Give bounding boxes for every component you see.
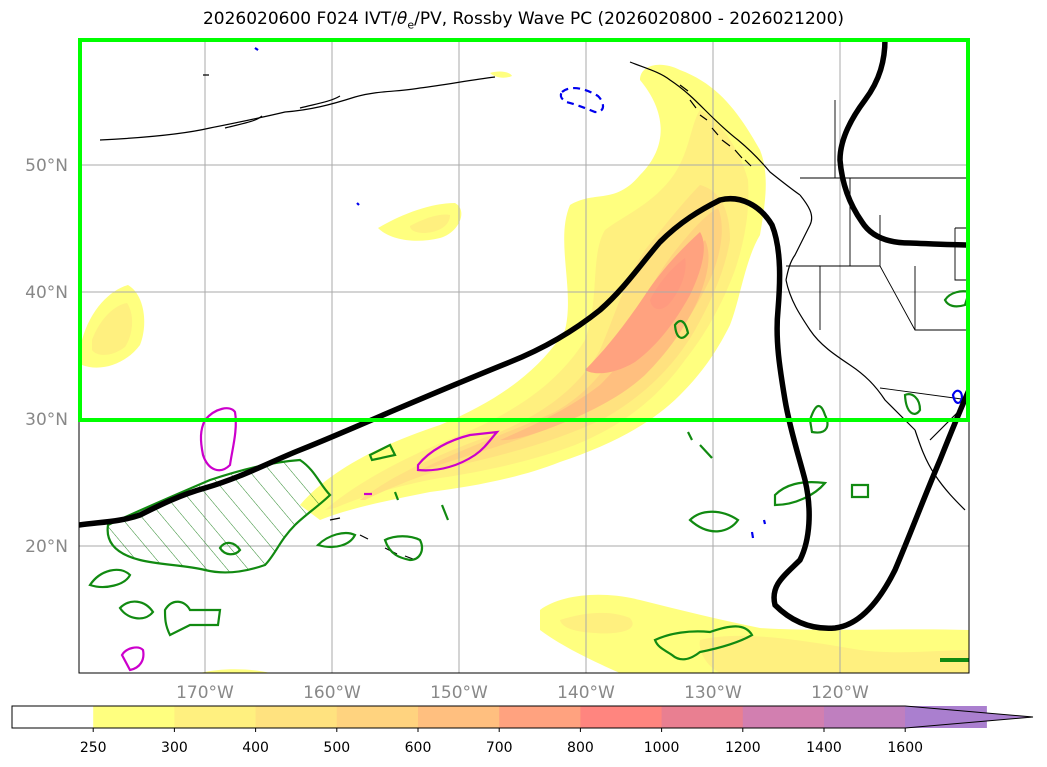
colorbar-tick-label: 800: [567, 740, 594, 756]
magenta-contour-2: [416, 430, 500, 472]
green-contour-16: [393, 431, 713, 521]
blue-dot-3: [750, 519, 767, 539]
us-west-coast: [785, 279, 916, 431]
lon-label-130w: 130°W: [684, 683, 742, 703]
colorbar-tick-label: 250: [80, 740, 107, 756]
ivt-south-band-inner: [560, 612, 633, 634]
hatched-region: [106, 458, 332, 574]
blue-contours: [254, 47, 964, 539]
colorbar-swatch: [661, 706, 744, 728]
green-contour-2: [118, 600, 155, 620]
colorbar-swatch: [336, 706, 419, 728]
colorbar-tick-label: 700: [486, 740, 513, 756]
blue-dashed-contour: [559, 86, 605, 114]
green-contour-11: [808, 404, 829, 434]
map-area: [79, 39, 969, 673]
colorbar-swatch: [174, 706, 257, 728]
lon-label-160w: 160°W: [303, 683, 361, 703]
lat-label-20n: 20°N: [25, 537, 68, 557]
colorbar-swatch: [742, 706, 825, 728]
blue-dot-2: [356, 202, 360, 206]
colorbar-swatch: [418, 706, 500, 728]
ivt-patch-160w-inner: [410, 214, 450, 233]
magenta-contour-3: [120, 646, 145, 672]
colorbar-swatch: [255, 706, 338, 728]
colorbar-tick-label: 600: [405, 740, 432, 756]
lat-label-40n: 40°N: [25, 283, 68, 303]
ivt-patch-west-inner: [92, 303, 133, 355]
green-contour-7: [383, 535, 424, 562]
green-contour-5: [368, 443, 397, 462]
lon-label-140w: 140°W: [557, 683, 615, 703]
colorbar-tick-label: 300: [161, 740, 188, 756]
ivt-south-patch: [200, 669, 270, 673]
blue-dot-1: [254, 47, 259, 51]
green-contour-1: [88, 568, 132, 589]
rossby-wave-contour-north: [837, 39, 969, 248]
hawaii-islands: [329, 517, 414, 560]
colorbar-tick-label: 1600: [887, 740, 923, 756]
magenta-contours: [120, 407, 500, 672]
ivt-shading: [82, 64, 969, 673]
colorbar-tick-label: 1000: [644, 740, 680, 756]
colorbar-tick-label: 1200: [725, 740, 761, 756]
ivt-band-800: [650, 258, 686, 310]
green-contour-15: [653, 625, 754, 661]
colorbar-swatch: [824, 706, 906, 728]
longitude-labels: 170°W 160°W 150°W 140°W 130°W 120°W: [176, 683, 869, 703]
green-contour-4: [218, 541, 242, 556]
green-contour-9: [773, 481, 828, 507]
title-theta: θ: [396, 9, 408, 29]
lat-label-50n: 50°N: [25, 156, 68, 176]
colorbar-swatch: [580, 706, 663, 728]
gulf-alaska-coast: [629, 61, 801, 196]
magenta-contour-1: [199, 407, 237, 472]
highlight-region-box: [78, 38, 970, 422]
alaska-coast: [99, 76, 496, 141]
se-alaska-islands: [679, 84, 752, 167]
green-contour-3: [163, 600, 222, 637]
alaska-coast-2: [224, 95, 341, 129]
green-contour-14: [673, 319, 690, 339]
colorbar-swatch: [499, 706, 581, 728]
map-title: 2026020600 F024 IVT/θe/PV, Rossby Wave P…: [202, 9, 845, 32]
lon-label-120w: 120°W: [811, 683, 869, 703]
green-contour-8: [688, 510, 740, 533]
colorbar-tick-label: 400: [242, 740, 269, 756]
lon-label-150w: 150°W: [430, 683, 488, 703]
colorbar-tick-label: 500: [323, 740, 350, 756]
green-contour-6: [315, 531, 357, 549]
blue-contour-east: [951, 389, 964, 404]
green-contour-12: [903, 393, 922, 415]
title-subscript: e: [407, 18, 415, 32]
ivt-band-300: [325, 110, 749, 510]
ivt-band-400: [360, 185, 730, 500]
colorbar-swatch: [12, 706, 94, 728]
green-contour-10: [850, 483, 870, 499]
lon-label-170w: 170°W: [176, 683, 234, 703]
colorbar-tick-label: 1400: [806, 740, 842, 756]
lat-label-30n: 30°N: [25, 410, 68, 430]
ivt-north-sliver: [490, 71, 512, 78]
colorbar-swatch: [93, 706, 175, 728]
colorbar: 250 300 400 500 600 700 800 1000 1200 1400 1600: [11, 705, 1034, 756]
rossby-wave-contour: [79, 196, 969, 631]
colorbar-extend-arrow: [905, 706, 1033, 728]
latitude-labels: 50°N 40°N 30°N 20°N: [25, 156, 68, 557]
ivt-band-250: [300, 64, 766, 520]
colorbar-outline: [11, 705, 1034, 729]
green-contours: [88, 290, 969, 662]
coastlines: [99, 47, 966, 560]
ivt-south-band-inner-2: [699, 635, 969, 673]
